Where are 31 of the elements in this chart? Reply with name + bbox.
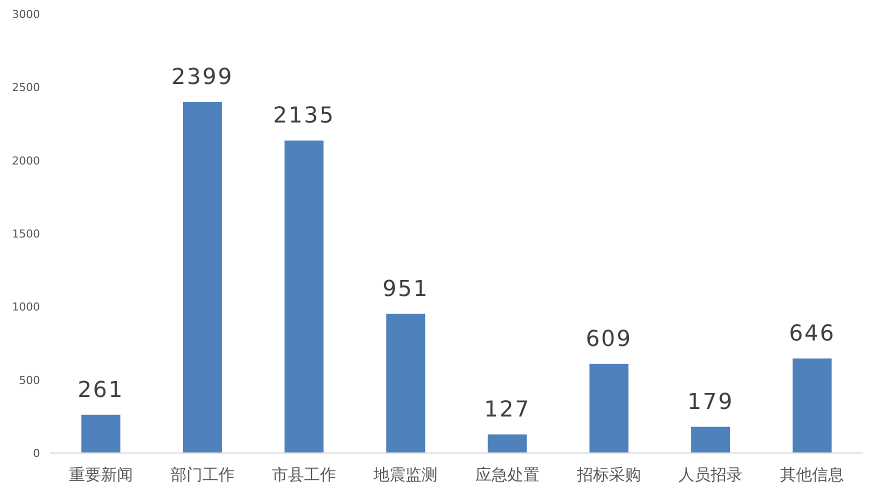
data-label: 179 xyxy=(687,390,734,415)
y-tick-label: 3000 xyxy=(12,8,40,21)
x-tick-label: 招标采购 xyxy=(576,465,641,484)
bar xyxy=(691,426,730,453)
data-label: 646 xyxy=(788,321,836,346)
data-label: 2399 xyxy=(171,64,234,90)
x-tick-label: 重要新闻 xyxy=(68,465,133,484)
y-tick-label: 1500 xyxy=(12,228,40,240)
bar xyxy=(386,314,426,453)
bar xyxy=(488,434,527,453)
bar xyxy=(792,358,832,453)
data-label: 2135 xyxy=(273,104,336,129)
x-tick-label: 其他信息 xyxy=(780,465,844,484)
data-label: 609 xyxy=(586,326,632,352)
x-tick-label: 人员招录 xyxy=(678,465,743,484)
x-tick-label: 市县工作 xyxy=(272,465,336,484)
data-label: 127 xyxy=(484,397,531,422)
y-tick-label: 2000 xyxy=(12,154,40,168)
y-tick-label: 0 xyxy=(33,447,40,460)
y-tick-label: 500 xyxy=(19,374,40,387)
bar xyxy=(182,102,222,453)
y-tick-label: 2500 xyxy=(12,81,40,94)
bar xyxy=(589,364,628,453)
x-tick-label: 部门工作 xyxy=(170,465,234,484)
x-tick-label: 地震监测 xyxy=(372,465,438,484)
data-label: 951 xyxy=(382,276,429,302)
bar xyxy=(81,414,120,453)
data-label: 261 xyxy=(78,378,124,403)
y-tick-label: 1000 xyxy=(12,300,40,314)
x-tick-label: 应急处置 xyxy=(475,465,540,484)
bar xyxy=(284,140,324,453)
